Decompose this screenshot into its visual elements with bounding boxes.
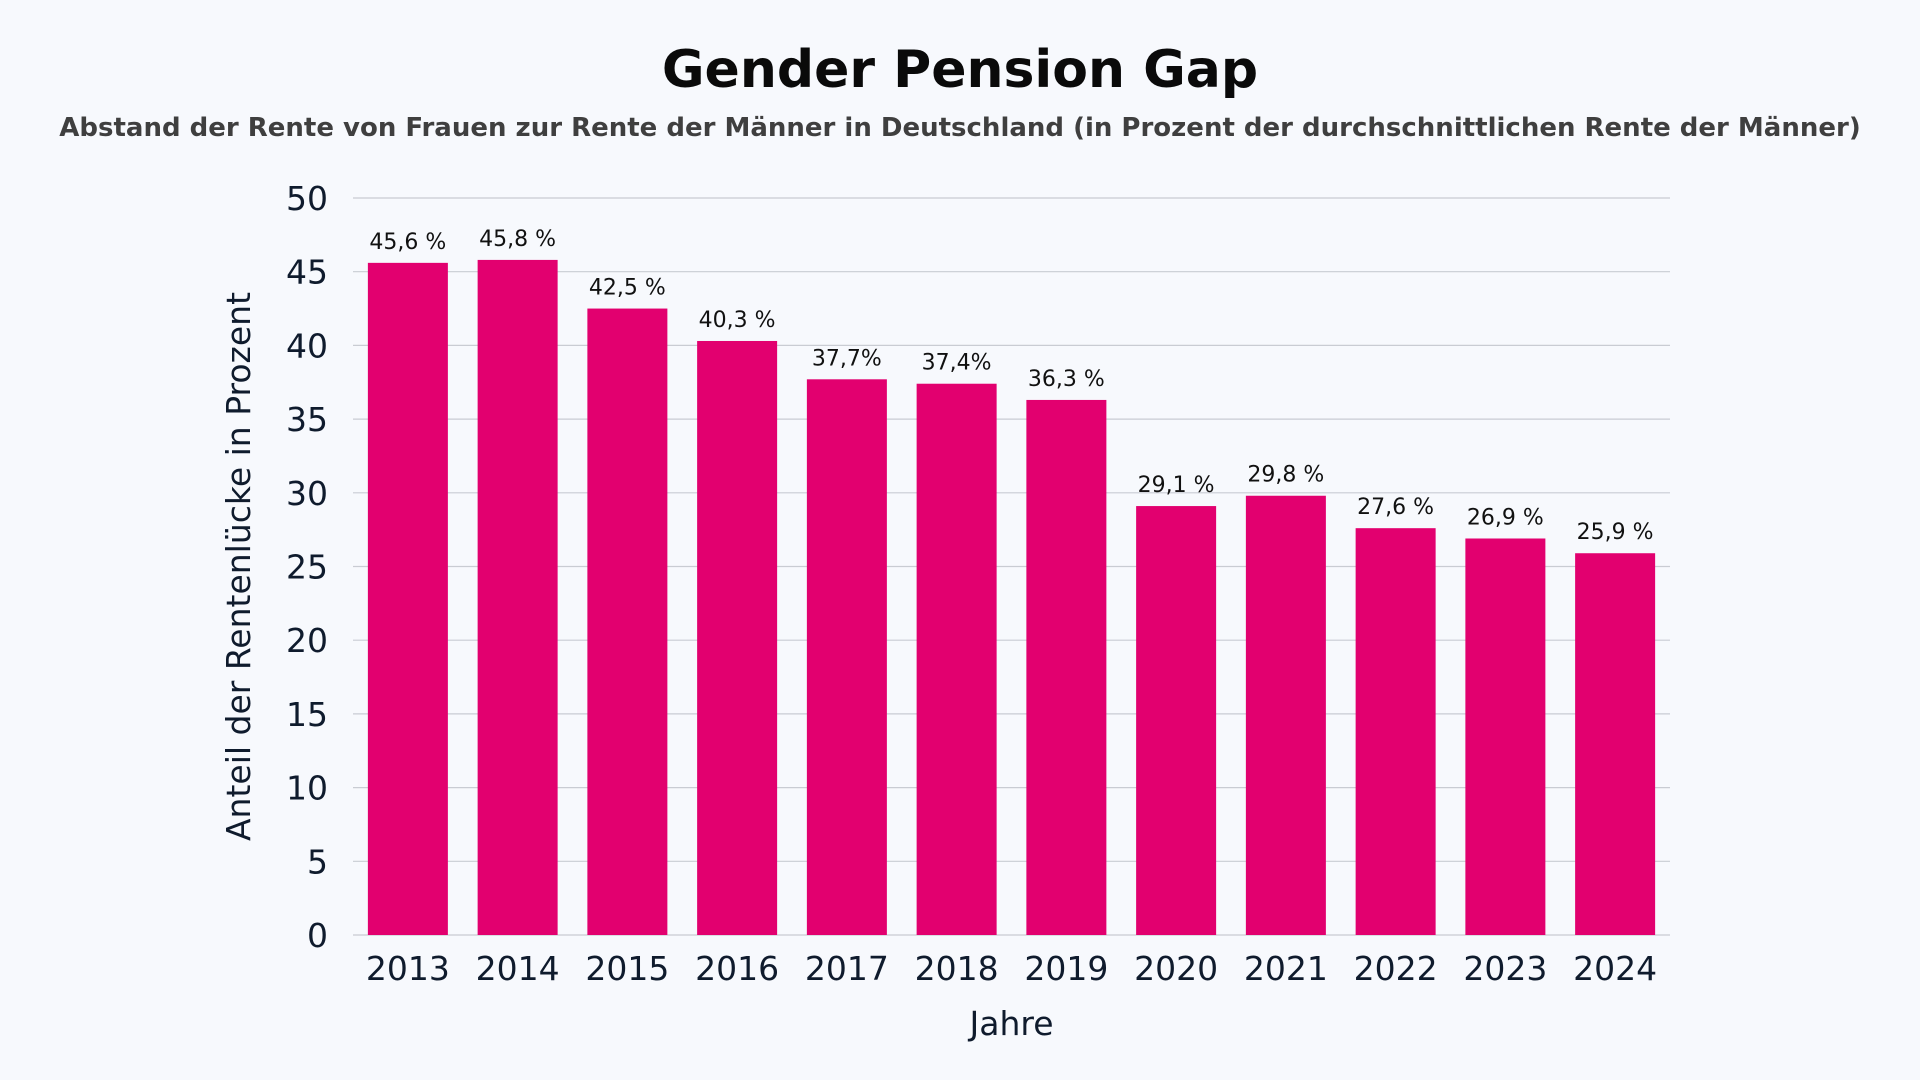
bar-2013 (367, 262, 448, 936)
bar-2023 (1465, 538, 1546, 935)
bar-2018 (916, 383, 997, 935)
data-label: 37,7% (812, 346, 882, 371)
x-tick-label: 2021 (1244, 949, 1328, 988)
y-tick-label: 35 (286, 400, 328, 439)
data-label: 45,8 % (479, 227, 556, 252)
bars (367, 259, 1656, 936)
bar-2016 (697, 340, 778, 935)
bar-2024 (1575, 553, 1656, 935)
data-label: 37,4% (922, 351, 992, 376)
y-tick-label: 45 (286, 253, 328, 292)
y-tick-label: 30 (286, 474, 328, 513)
data-label: 36,3 % (1028, 367, 1105, 392)
x-tick-label: 2017 (805, 949, 889, 988)
bar-2021 (1245, 495, 1326, 935)
y-tick-label: 10 (286, 769, 328, 808)
x-axis-ticks: 2013 2014 2015 2016 2017 2018 2019 2020 2021 2022… (366, 949, 1657, 988)
data-label: 45,6 % (369, 230, 446, 255)
y-tick-label: 0 (307, 916, 328, 955)
data-label: 29,8 % (1247, 463, 1324, 488)
x-tick-label: 2014 (476, 949, 560, 988)
data-labels: 45,6 % 45,8 % 42,5 % 40,3 % 37,7% 37,4% 36,3 %… (369, 227, 1653, 545)
x-tick-label: 2018 (915, 949, 999, 988)
y-axis-label: Anteil der Rentenlücke in Prozent (219, 292, 258, 841)
x-axis-label: Jahre (967, 1004, 1053, 1043)
y-tick-label: 40 (286, 326, 328, 365)
data-label: 27,6 % (1357, 495, 1434, 520)
bar-2020 (1136, 506, 1217, 935)
bar-2017 (806, 379, 887, 935)
gridlines (353, 197, 1670, 936)
y-tick-label: 15 (286, 695, 328, 734)
data-label: 25,9 % (1577, 520, 1654, 545)
data-label: 40,3 % (699, 308, 776, 333)
x-tick-label: 2019 (1024, 949, 1108, 988)
chart-title: Gender Pension Gap (661, 40, 1259, 100)
x-tick-label: 2020 (1134, 949, 1218, 988)
x-tick-label: 2023 (1463, 949, 1547, 988)
x-tick-label: 2015 (585, 949, 669, 988)
data-label: 42,5 % (589, 276, 666, 301)
x-tick-label: 2022 (1354, 949, 1438, 988)
data-label: 29,1 % (1138, 473, 1215, 498)
x-tick-label: 2013 (366, 949, 450, 988)
y-tick-label: 5 (307, 842, 328, 881)
data-label: 26,9 % (1467, 505, 1544, 530)
y-tick-label: 20 (286, 621, 328, 660)
y-axis-ticks: 0 5 10 15 20 25 30 35 40 45 50 (286, 179, 328, 955)
bar-2015 (587, 308, 668, 935)
y-tick-label: 50 (286, 179, 328, 218)
y-tick-label: 25 (286, 548, 328, 587)
x-tick-label: 2024 (1573, 949, 1657, 988)
bar-2019 (1026, 399, 1107, 935)
x-tick-label: 2016 (695, 949, 779, 988)
chart-subtitle: Abstand der Rente von Frauen zur Rente d… (59, 113, 1861, 143)
bar-2014 (477, 259, 558, 936)
bar-2022 (1355, 528, 1436, 935)
